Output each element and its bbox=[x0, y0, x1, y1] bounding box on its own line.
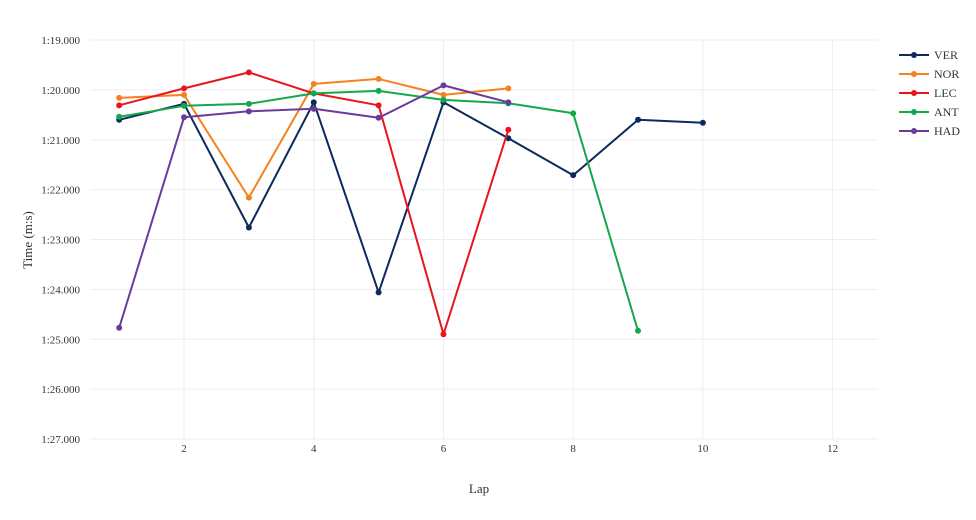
y-axis-title: Time (m:s) bbox=[20, 211, 35, 269]
data-point-lec[interactable] bbox=[440, 331, 447, 338]
data-point-nor[interactable] bbox=[310, 80, 317, 87]
data-point-ant[interactable] bbox=[635, 327, 642, 334]
data-point-lec[interactable] bbox=[245, 69, 252, 76]
data-point-ver[interactable] bbox=[375, 289, 382, 296]
legend-swatch-marker bbox=[911, 128, 917, 134]
y-tick-label: 1:21.000 bbox=[41, 135, 80, 147]
data-point-had[interactable] bbox=[375, 114, 382, 121]
y-axis-ticks: 1:19.000 1:20.000 1:21.000 1:22.000 1:23.000… bbox=[41, 35, 80, 446]
grid bbox=[90, 39, 878, 440]
x-tick-label: 12 bbox=[827, 443, 838, 455]
legend[interactable]: VER NOR LEC ANT HAD bbox=[899, 48, 960, 138]
legend-label: VER bbox=[934, 48, 958, 62]
y-tick-label: 1:19.000 bbox=[41, 35, 80, 47]
data-point-ver[interactable] bbox=[635, 116, 642, 123]
series-line-ver[interactable] bbox=[118, 101, 703, 294]
data-point-had[interactable] bbox=[116, 324, 123, 331]
legend-item-ant[interactable]: ANT bbox=[899, 105, 959, 119]
y-tick-label: 1:25.000 bbox=[41, 334, 80, 346]
data-point-nor[interactable] bbox=[375, 75, 382, 82]
data-point-lec[interactable] bbox=[505, 126, 512, 133]
legend-swatch-marker bbox=[911, 52, 917, 58]
data-point-ant[interactable] bbox=[310, 90, 317, 97]
legend-swatch-marker bbox=[911, 71, 917, 77]
data-point-nor[interactable] bbox=[181, 91, 188, 98]
legend-item-ver[interactable]: VER bbox=[899, 48, 958, 62]
y-tick-label: 1:22.000 bbox=[41, 185, 80, 197]
data-point-had[interactable] bbox=[245, 108, 252, 115]
legend-label: ANT bbox=[934, 105, 959, 119]
data-point-ver[interactable] bbox=[310, 99, 317, 106]
legend-swatch-marker bbox=[911, 109, 917, 115]
legend-label: HAD bbox=[934, 124, 960, 138]
data-point-ver[interactable] bbox=[699, 119, 706, 126]
y-tick-label: 1:20.000 bbox=[41, 85, 80, 97]
data-point-ver[interactable] bbox=[570, 172, 577, 179]
series-nor[interactable] bbox=[116, 75, 512, 201]
data-point-ant[interactable] bbox=[375, 87, 382, 94]
data-point-nor[interactable] bbox=[505, 85, 512, 92]
y-tick-label: 1:26.000 bbox=[41, 384, 80, 396]
data-point-had[interactable] bbox=[310, 105, 317, 112]
x-tick-label: 2 bbox=[181, 443, 187, 455]
data-point-ver[interactable] bbox=[245, 224, 252, 231]
series-had[interactable] bbox=[116, 82, 512, 331]
x-tick-label: 6 bbox=[441, 443, 447, 455]
legend-item-lec[interactable]: LEC bbox=[899, 86, 957, 100]
data-point-ant[interactable] bbox=[570, 110, 577, 117]
series-layer bbox=[116, 69, 706, 338]
x-tick-label: 10 bbox=[697, 443, 709, 455]
y-tick-label: 1:27.000 bbox=[41, 434, 80, 446]
y-tick-label: 1:24.000 bbox=[41, 284, 80, 296]
legend-label: LEC bbox=[934, 86, 957, 100]
y-tick-label: 1:23.000 bbox=[41, 235, 80, 247]
data-point-nor[interactable] bbox=[440, 91, 447, 98]
data-point-ant[interactable] bbox=[181, 102, 188, 109]
data-point-ant[interactable] bbox=[245, 100, 252, 107]
data-point-lec[interactable] bbox=[116, 102, 123, 109]
legend-item-had[interactable]: HAD bbox=[899, 124, 960, 138]
x-axis-title: Lap bbox=[469, 481, 489, 496]
data-point-lec[interactable] bbox=[375, 102, 382, 109]
legend-label: NOR bbox=[934, 67, 959, 81]
legend-swatch-marker bbox=[911, 90, 917, 96]
data-point-had[interactable] bbox=[181, 114, 188, 121]
data-point-ant[interactable] bbox=[440, 96, 447, 103]
x-tick-label: 8 bbox=[570, 443, 576, 455]
data-point-had[interactable] bbox=[505, 99, 512, 106]
legend-item-nor[interactable]: NOR bbox=[899, 67, 959, 81]
x-axis-ticks: 2 4 6 8 10 12 bbox=[181, 443, 838, 455]
data-point-ant[interactable] bbox=[116, 113, 123, 120]
data-point-nor[interactable] bbox=[116, 94, 123, 101]
data-point-lec[interactable] bbox=[181, 85, 188, 92]
data-point-nor[interactable] bbox=[245, 194, 252, 201]
x-tick-label: 4 bbox=[311, 443, 317, 455]
data-point-had[interactable] bbox=[440, 82, 447, 89]
